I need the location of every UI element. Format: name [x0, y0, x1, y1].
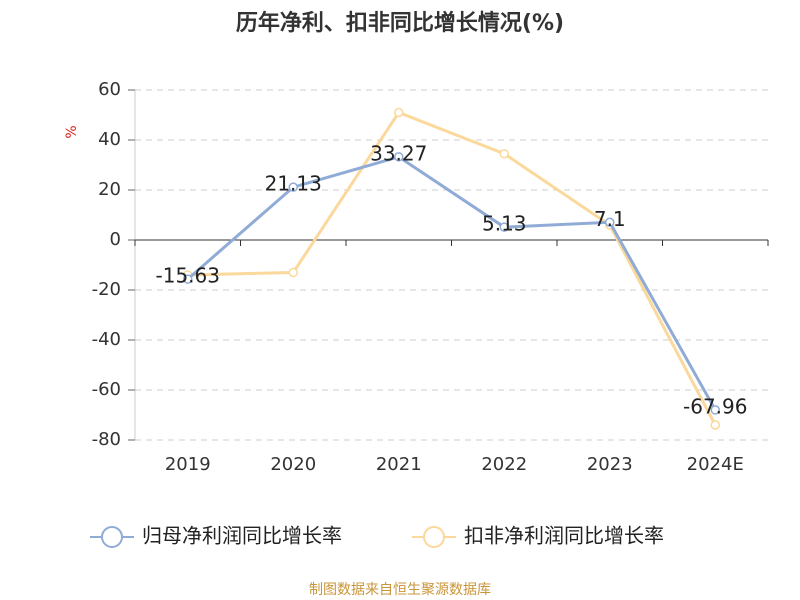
x-tick-label: 2019 [165, 454, 211, 475]
y-tick-label: 20 [98, 179, 121, 200]
x-tick-label: 2023 [587, 454, 633, 475]
point [605, 217, 615, 227]
y-axis-label: % [64, 125, 80, 138]
data-label: -15.63 [156, 264, 220, 288]
y-tick-label: 60 [98, 79, 121, 100]
x-tick-label: 2020 [270, 454, 316, 475]
y-tick-label: -60 [92, 379, 121, 400]
point [394, 107, 404, 118]
point [394, 152, 404, 162]
data-label: -67.96 [683, 394, 747, 418]
y-tick-label: 40 [98, 129, 121, 150]
legend-marker [101, 526, 123, 548]
y-tick-label: -80 [92, 429, 121, 450]
data-label: 7.1 [594, 207, 626, 231]
point [499, 222, 509, 232]
point [499, 149, 509, 159]
data-label: 21.13 [265, 172, 322, 196]
chart-title: 历年净利、扣非同比增长情况(%) [236, 10, 564, 36]
y-tick-label: 0 [110, 229, 121, 250]
data-label: 33.27 [370, 141, 427, 165]
data-label: 5.13 [482, 212, 527, 236]
source-note: 制图数据来自恒生聚源数据库 [309, 582, 491, 598]
legend-marker [423, 526, 445, 548]
legend-label: 归母净利润同比增长率 [142, 524, 342, 548]
x-tick-label: 2021 [376, 454, 422, 475]
legend-label: 扣非净利润同比增长率 [464, 524, 664, 548]
y-tick-label: -40 [92, 329, 121, 350]
y-tick-label: -20 [92, 279, 121, 300]
point [183, 274, 193, 284]
point [710, 405, 720, 415]
point [288, 182, 298, 192]
series-line [187, 110, 717, 426]
point [288, 267, 298, 278]
series-line [186, 155, 717, 411]
x-tick-label: 2024E [687, 454, 744, 475]
x-tick-label: 2022 [481, 454, 527, 475]
point [710, 420, 720, 430]
